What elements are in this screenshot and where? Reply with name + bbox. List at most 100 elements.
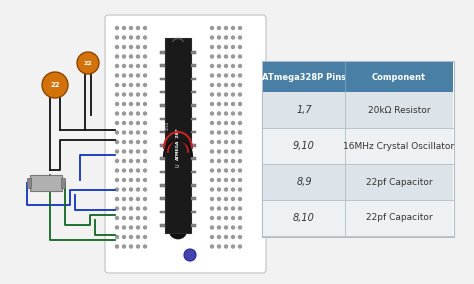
Circle shape xyxy=(231,188,235,191)
Circle shape xyxy=(210,188,213,191)
Circle shape xyxy=(210,83,213,87)
Circle shape xyxy=(225,36,228,39)
Circle shape xyxy=(137,197,139,201)
Circle shape xyxy=(122,235,126,239)
Circle shape xyxy=(225,150,228,153)
Circle shape xyxy=(137,83,139,87)
Circle shape xyxy=(210,235,213,239)
Circle shape xyxy=(137,235,139,239)
Circle shape xyxy=(137,169,139,172)
Circle shape xyxy=(116,245,118,248)
Circle shape xyxy=(122,131,126,134)
Circle shape xyxy=(238,235,241,239)
Circle shape xyxy=(129,26,133,30)
Circle shape xyxy=(238,131,241,134)
Circle shape xyxy=(238,207,241,210)
Circle shape xyxy=(210,226,213,229)
Circle shape xyxy=(225,74,228,77)
Circle shape xyxy=(210,36,213,39)
Circle shape xyxy=(137,55,139,58)
Bar xyxy=(263,200,453,236)
Circle shape xyxy=(129,64,133,68)
Circle shape xyxy=(129,93,133,96)
Bar xyxy=(263,92,453,128)
Text: 8,9: 8,9 xyxy=(296,177,312,187)
Circle shape xyxy=(129,141,133,143)
Circle shape xyxy=(184,249,196,261)
Circle shape xyxy=(218,36,220,39)
Bar xyxy=(160,51,165,53)
Bar xyxy=(191,131,196,133)
Bar xyxy=(160,197,165,200)
Circle shape xyxy=(210,141,213,143)
Circle shape xyxy=(116,226,118,229)
Circle shape xyxy=(137,216,139,220)
Circle shape xyxy=(144,131,146,134)
Text: ATmega328P Pins: ATmega328P Pins xyxy=(262,72,346,82)
Circle shape xyxy=(122,55,126,58)
Circle shape xyxy=(122,93,126,96)
Circle shape xyxy=(218,74,220,77)
Circle shape xyxy=(116,26,118,30)
Circle shape xyxy=(144,160,146,162)
Bar xyxy=(27,178,31,188)
Bar xyxy=(191,104,196,107)
Circle shape xyxy=(137,64,139,68)
Text: 22: 22 xyxy=(83,60,92,66)
Circle shape xyxy=(42,72,68,98)
Circle shape xyxy=(225,235,228,239)
Circle shape xyxy=(129,169,133,172)
Circle shape xyxy=(129,45,133,49)
Circle shape xyxy=(238,55,241,58)
Circle shape xyxy=(231,83,235,87)
Text: 9,10: 9,10 xyxy=(293,141,315,151)
Circle shape xyxy=(210,131,213,134)
Circle shape xyxy=(238,197,241,201)
Circle shape xyxy=(218,150,220,153)
Circle shape xyxy=(225,93,228,96)
Bar xyxy=(191,51,196,53)
Circle shape xyxy=(218,226,220,229)
Circle shape xyxy=(116,141,118,143)
Circle shape xyxy=(218,235,220,239)
Circle shape xyxy=(144,245,146,248)
Circle shape xyxy=(231,74,235,77)
Circle shape xyxy=(238,169,241,172)
Circle shape xyxy=(225,131,228,134)
Circle shape xyxy=(116,207,118,210)
Circle shape xyxy=(144,74,146,77)
Circle shape xyxy=(144,36,146,39)
Circle shape xyxy=(144,235,146,239)
Circle shape xyxy=(137,103,139,105)
Circle shape xyxy=(144,197,146,201)
Circle shape xyxy=(210,55,213,58)
Circle shape xyxy=(231,131,235,134)
Circle shape xyxy=(225,64,228,68)
Circle shape xyxy=(129,235,133,239)
Bar xyxy=(191,224,196,227)
Circle shape xyxy=(116,122,118,124)
Circle shape xyxy=(129,150,133,153)
Circle shape xyxy=(122,150,126,153)
Bar xyxy=(263,62,453,92)
Circle shape xyxy=(122,141,126,143)
Bar xyxy=(160,78,165,80)
Bar xyxy=(191,64,196,67)
Circle shape xyxy=(122,169,126,172)
Circle shape xyxy=(225,112,228,115)
Circle shape xyxy=(218,207,220,210)
Circle shape xyxy=(238,83,241,87)
Text: Component: Component xyxy=(372,72,426,82)
Text: 20kΩ: 20kΩ xyxy=(166,121,170,130)
Circle shape xyxy=(218,83,220,87)
Text: 22: 22 xyxy=(50,82,60,88)
Circle shape xyxy=(137,36,139,39)
Circle shape xyxy=(144,64,146,68)
Circle shape xyxy=(116,216,118,220)
Circle shape xyxy=(122,197,126,201)
Circle shape xyxy=(231,160,235,162)
Circle shape xyxy=(144,112,146,115)
Circle shape xyxy=(218,141,220,143)
Circle shape xyxy=(231,55,235,58)
Circle shape xyxy=(122,112,126,115)
